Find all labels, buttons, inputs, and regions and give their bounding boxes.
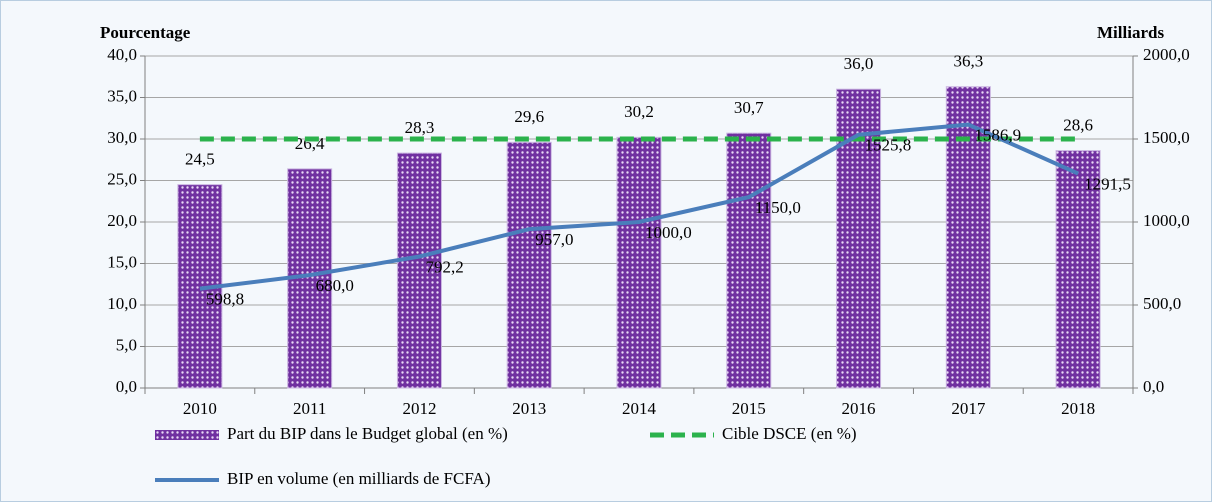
bar xyxy=(1055,150,1101,389)
bar xyxy=(726,132,772,389)
x-tick-label: 2010 xyxy=(183,399,217,418)
data-label: 1586,9 xyxy=(974,125,1021,144)
y2-tick-label: 0,0 xyxy=(1143,377,1164,396)
y-tick-label: 30,0 xyxy=(107,128,137,147)
x-tick-label: 2014 xyxy=(622,399,657,418)
data-label: 28,6 xyxy=(1063,116,1093,135)
data-label: 30,2 xyxy=(624,102,654,121)
y-tick-label: 5,0 xyxy=(116,335,137,354)
x-tick-label: 2015 xyxy=(732,399,766,418)
y-axis-title: Pourcentage xyxy=(100,23,191,42)
x-tick-label: 2013 xyxy=(512,399,546,418)
y-tick-label: 10,0 xyxy=(107,294,137,313)
x-tick-label: 2011 xyxy=(293,399,326,418)
data-label: 36,0 xyxy=(844,54,874,73)
data-label: 1000,0 xyxy=(645,223,692,242)
data-label: 1150,0 xyxy=(755,198,801,217)
data-label: 24,5 xyxy=(185,150,215,169)
data-label: 957,0 xyxy=(535,230,573,249)
bar xyxy=(396,152,442,389)
x-tick-label: 2018 xyxy=(1061,399,1095,418)
legend-label: BIP en volume (en milliards de FCFA) xyxy=(227,469,490,488)
bar xyxy=(616,136,662,389)
y2-tick-label: 500,0 xyxy=(1143,294,1181,313)
data-label: 680,0 xyxy=(316,276,354,295)
data-label: 1525,8 xyxy=(865,136,912,155)
y-tick-label: 15,0 xyxy=(107,252,137,271)
legend-label: Cible DSCE (en %) xyxy=(722,424,857,443)
data-label: 792,2 xyxy=(425,257,463,276)
data-label: 28,3 xyxy=(405,118,435,137)
line xyxy=(199,122,1079,291)
x-tick-label: 2012 xyxy=(402,399,436,418)
y2-tick-label: 2000,0 xyxy=(1143,45,1190,64)
y-tick-label: 35,0 xyxy=(107,86,137,105)
y-tick-label: 40,0 xyxy=(107,45,137,64)
y-tick-label: 0,0 xyxy=(116,377,137,396)
y-tick-label: 25,0 xyxy=(107,169,137,188)
y2-tick-label: 1500,0 xyxy=(1143,128,1190,147)
data-label: 598,8 xyxy=(206,290,244,309)
data-label: 29,6 xyxy=(514,107,544,126)
x-tick-label: 2017 xyxy=(951,399,986,418)
data-label: 30,7 xyxy=(734,98,764,117)
bar xyxy=(506,141,552,389)
y-tick-label: 20,0 xyxy=(107,211,137,230)
legend-label: Part du BIP dans le Budget global (en %) xyxy=(227,424,508,443)
x-tick-label: 2016 xyxy=(842,399,876,418)
data-label: 1291,5 xyxy=(1084,175,1131,194)
data-label: 36,3 xyxy=(953,52,983,71)
legend-swatch xyxy=(155,430,219,440)
y2-tick-label: 1000,0 xyxy=(1143,211,1190,230)
y2-axis-title: Milliards xyxy=(1097,23,1164,42)
